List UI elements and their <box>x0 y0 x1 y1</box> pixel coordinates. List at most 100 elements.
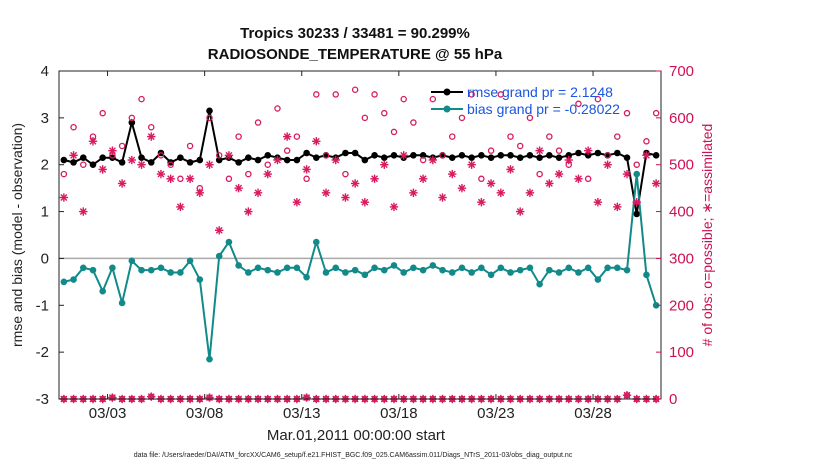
obs_assimilated-point <box>341 193 350 202</box>
y2-tick-label: 700 <box>669 63 694 80</box>
series-layer <box>59 86 661 404</box>
obs_assimilated-point <box>147 132 156 141</box>
obs_possible-point <box>283 147 291 154</box>
bias-point <box>177 269 184 276</box>
bias-point <box>99 287 106 295</box>
y2-tick-label: 500 <box>669 157 694 174</box>
rmse-point <box>546 152 553 159</box>
obs_possible-point <box>410 119 417 126</box>
rmse-point <box>623 154 631 161</box>
bias-point <box>575 269 582 276</box>
bias-point <box>322 269 330 276</box>
obs_possible-point <box>361 114 369 122</box>
bias-point <box>594 276 602 283</box>
bias-point <box>79 264 87 272</box>
bias-point <box>516 266 524 274</box>
obs_assimilated-point <box>176 202 185 212</box>
bias-point <box>546 266 553 274</box>
bias-point <box>390 262 398 269</box>
obs_assimilated-point <box>545 179 554 188</box>
obs_possible-point <box>157 152 165 159</box>
obs_assimilated-point <box>428 155 438 165</box>
obs_assimilated-point <box>59 193 69 202</box>
rmse-point <box>468 154 475 161</box>
rmse-point <box>147 159 155 166</box>
rmse-point <box>303 149 310 157</box>
rmse-point <box>633 210 641 218</box>
y-tick-label: -3 <box>36 391 49 408</box>
bias-point <box>584 264 592 272</box>
obs_possible-point <box>254 119 262 126</box>
bias-point <box>458 264 466 272</box>
bias-point <box>186 257 194 265</box>
obs_assimilated-point <box>467 160 476 169</box>
obs_possible-point <box>429 95 437 103</box>
bias-point <box>138 266 145 274</box>
rmse-point <box>128 119 136 126</box>
bias-point <box>478 264 485 272</box>
obs_assimilated-point <box>554 169 564 179</box>
bias-point <box>400 269 407 276</box>
obs_possible-point <box>342 170 349 178</box>
obs_possible-point <box>99 109 106 117</box>
obs_assimilated-point <box>632 198 641 207</box>
obs_possible-point <box>60 170 68 178</box>
rmse-point <box>196 156 204 164</box>
obs_assimilated-point <box>525 188 535 198</box>
obs_possible-point <box>643 138 650 145</box>
obs_assimilated-point <box>438 193 447 202</box>
obs_possible-point <box>381 109 388 117</box>
bias-point <box>264 266 272 274</box>
obs_assimilated-point <box>79 207 88 216</box>
bias-point <box>371 264 378 272</box>
obs_possible-point <box>555 147 563 154</box>
obs_assimilated-point <box>516 207 525 216</box>
bias-point <box>235 262 242 269</box>
obs_assimilated-point <box>273 155 282 165</box>
rmse-point <box>89 161 97 169</box>
rmse-point <box>283 156 291 164</box>
obs_assimilated-point <box>370 174 379 183</box>
obs_assimilated-point <box>98 165 107 174</box>
y2-tick-label: 200 <box>669 297 694 314</box>
obs_assimilated-point <box>360 198 370 207</box>
y2-tick-label: 400 <box>669 204 694 221</box>
obs_assimilated-point <box>234 183 243 193</box>
y2-tick-label: 100 <box>669 344 694 361</box>
rmse-point <box>390 152 398 159</box>
obs_assimilated-point <box>321 188 331 198</box>
y2-axis-label: # of obs: o=possible; ∗=assimilated <box>699 124 715 347</box>
bias-point <box>128 257 136 265</box>
obs_assimilated-point <box>486 179 496 188</box>
obs_assimilated-point <box>205 160 214 169</box>
x-axis: 03/03 03/08 03/13 03/18 03/23 03/28 <box>89 71 612 422</box>
y-axis-label: rmse and bias (model - observation) <box>9 123 25 347</box>
obs_assimilated-point <box>380 160 389 169</box>
obs_assimilated-point <box>651 179 661 188</box>
bias-point <box>254 264 262 272</box>
obs_assimilated-point <box>117 179 127 188</box>
obs_possible-point <box>225 175 233 183</box>
bias-point <box>604 264 611 272</box>
rmse-point <box>351 149 359 157</box>
obs_assimilated-point <box>292 198 302 207</box>
obs_possible-point <box>293 133 301 140</box>
bias-point <box>196 276 204 283</box>
rmse-point <box>186 159 194 166</box>
obs_possible-point <box>186 142 194 150</box>
x-tick-label: 03/18 <box>380 405 418 422</box>
rmse-point <box>507 152 514 159</box>
obs_possible-point <box>371 91 378 98</box>
obs_assimilated-point <box>185 174 195 183</box>
obs_possible-point <box>128 114 136 122</box>
obs_assimilated-point <box>302 165 311 174</box>
chart-subtitle: RADIOSONDE_TEMPERATURE @ 55 hPa <box>208 46 503 63</box>
bias-point <box>351 266 359 274</box>
bias-point <box>118 299 126 307</box>
rmse-point <box>536 154 543 161</box>
y2-tick-label: 0 <box>669 391 677 408</box>
chart-title: Tropics 30233 / 33481 = 90.299% <box>240 25 470 42</box>
obs_assimilated-point <box>564 155 573 165</box>
obs_possible-point <box>264 161 272 168</box>
